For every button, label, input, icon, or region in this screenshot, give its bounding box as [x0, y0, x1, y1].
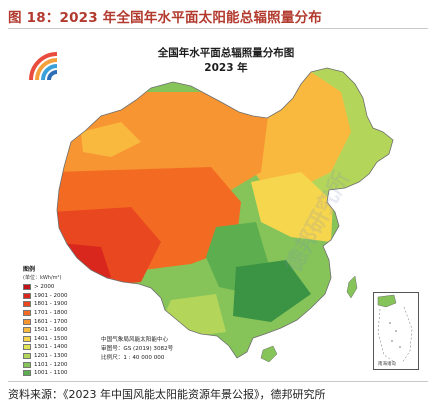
legend-item: 1701 - 1800: [23, 309, 79, 318]
source-note: 资料来源：《2023 年中国风能太阳能资源年景公报》，德邦研究所: [8, 388, 326, 401]
legend-item: 1201 - 1300: [23, 352, 79, 361]
map-figure: 全国年水平面总辐照量分布图 2023 年 图例 (单位：kWh/m²) > 20…: [11, 32, 426, 378]
legend-label: 1701 - 1800: [34, 310, 68, 317]
legend-swatch: [23, 292, 31, 299]
top-divider: [8, 28, 428, 29]
cma-logo-icon: [29, 52, 58, 81]
south-china-sea-inset: 南海诸岛: [373, 292, 419, 370]
figure-title: 图 18：2023 年全国年水平面太阳能总辐照量分布: [8, 10, 322, 26]
legend-swatch: [23, 284, 31, 291]
china-irradiance-map: [56, 67, 394, 363]
legend-item: 1801 - 1900: [23, 300, 79, 309]
legend-item: 1601 - 1700: [23, 317, 79, 326]
legend: 图例 (单位：kWh/m²) > 2000 1901 - 2000 1801 - 1…: [23, 264, 79, 378]
legend-swatch: [23, 327, 31, 334]
legend-item: 1401 - 1500: [23, 335, 79, 344]
hainan-island: [260, 345, 278, 363]
legend-item: 1101 - 1200: [23, 360, 79, 369]
inset-label: 南海诸岛: [378, 362, 396, 367]
legend-label: 1301 - 1400: [34, 344, 68, 351]
map-year: 2023 年: [204, 62, 248, 74]
region-tarim: [81, 122, 141, 157]
legend-label: 1201 - 1300: [34, 353, 68, 360]
legend-unit: (单位：kWh/m²): [23, 275, 62, 281]
legend-label: 1401 - 1500: [34, 335, 68, 342]
taiwan-island: [346, 275, 358, 299]
legend-item: 1301 - 1400: [23, 343, 79, 352]
region-chongqing-guizhou: [233, 260, 311, 322]
legend-item: > 2000: [23, 283, 79, 292]
legend-label: 1601 - 1700: [34, 318, 68, 325]
legend-label: > 2000: [34, 284, 55, 291]
legend-swatch: [23, 318, 31, 325]
legend-items: > 2000 1901 - 2000 1801 - 1900 1701 - 1800 1…: [23, 283, 79, 378]
legend-title: 图例: [23, 266, 36, 273]
credit-org: 中国气象局风能太阳能中心: [101, 337, 169, 343]
legend-swatch: [23, 361, 31, 368]
legend-label: 1801 - 1900: [34, 301, 68, 308]
map-title: 全国年水平面总辐照量分布图: [157, 47, 295, 59]
legend-swatch: [23, 301, 31, 308]
legend-label: 1001 - 1100: [34, 370, 68, 377]
legend-item: 1901 - 2000: [23, 292, 79, 301]
legend-item: 1501 - 1600: [23, 326, 79, 335]
inset-map: [377, 294, 413, 364]
credit-approval: 审图号：GS (2019) 3082号: [101, 346, 174, 352]
legend-item: 1001 - 1100: [23, 369, 79, 378]
legend-swatch: [23, 370, 31, 377]
credit-scale: 比例尺：1 : 40 000 000: [101, 355, 165, 361]
bottom-divider: [8, 381, 428, 382]
legend-label: 1901 - 2000: [34, 292, 68, 299]
legend-label: 1501 - 1600: [34, 327, 68, 334]
map-credits: 中国气象局风能太阳能中心 审图号：GS (2019) 3082号 比例尺：1 :…: [101, 336, 231, 363]
national-border: [56, 67, 394, 359]
legend-label: 1101 - 1200: [34, 361, 68, 368]
legend-swatch: [23, 310, 31, 317]
legend-swatch: [23, 335, 31, 342]
legend-swatch: [23, 353, 31, 360]
region-north-china: [251, 172, 333, 242]
legend-swatch: [23, 344, 31, 351]
